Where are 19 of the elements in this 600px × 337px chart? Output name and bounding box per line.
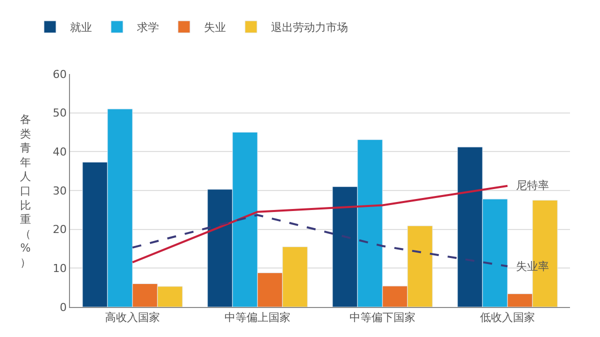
x-tick-label: 低收入国家: [480, 311, 535, 324]
legend-label: 求学: [137, 21, 159, 34]
legend-label: 失业: [204, 21, 226, 34]
text: 各类青年人口比重（%）: [20, 113, 31, 269]
y-tick-label: 40: [52, 146, 67, 159]
line-series: [132, 184, 508, 264]
x-tick-label: 高收入国家: [105, 311, 160, 324]
y-tick-label: 0: [60, 300, 67, 314]
legend-label: 退出劳动力市场: [271, 21, 348, 34]
y-tick-label: 10: [52, 262, 67, 276]
series-label: 尼特率: [516, 179, 549, 192]
legend-label: 就业: [70, 21, 92, 34]
y-tick-label: 30: [52, 184, 67, 198]
y-tick-label: 60: [52, 68, 67, 81]
x-tick-label: 中等偏下国家: [350, 311, 416, 324]
y-tick-label: 20: [52, 223, 67, 236]
y-tick-label: 50: [52, 106, 67, 120]
line-series: [132, 214, 508, 268]
x-tick-label: 中等偏上国家: [224, 311, 290, 324]
